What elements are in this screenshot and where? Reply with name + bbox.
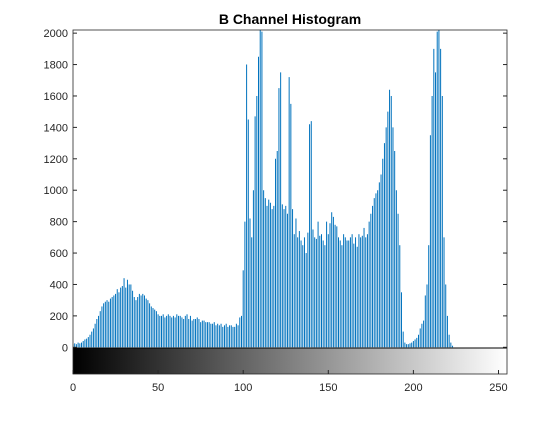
y-tick-label: 0 <box>62 342 68 354</box>
y-tick-label: 800 <box>50 217 68 229</box>
x-tick-label: 150 <box>319 382 337 394</box>
y-tick-label: 200 <box>50 311 68 323</box>
y-axis-ticks: 0 200 400 600 800 1000 1200 1400 1600 1800 2000 <box>44 28 507 354</box>
y-tick-label: 600 <box>50 248 68 260</box>
y-tick-label: 1800 <box>44 60 68 72</box>
histogram-bars <box>73 30 454 348</box>
y-tick-label: 2000 <box>44 28 68 40</box>
y-tick-label: 1000 <box>44 185 68 197</box>
plot-axes-box <box>72 29 508 375</box>
x-tick-label: 100 <box>234 382 252 394</box>
chart-title: B Channel Histogram <box>219 11 361 27</box>
y-tick-label: 400 <box>50 279 68 291</box>
x-tick-label: 0 <box>70 382 76 394</box>
plot-background <box>73 30 507 374</box>
x-tick-label: 50 <box>152 382 164 394</box>
x-tick-label: 250 <box>489 382 507 394</box>
grayscale-colorbar <box>73 348 507 374</box>
x-axis-ticks: 0 50 100 150 200 250 <box>70 370 508 394</box>
y-tick-label: 1200 <box>44 154 68 166</box>
x-tick-label: 200 <box>404 382 422 394</box>
y-tick-label: 1600 <box>44 91 68 103</box>
y-tick-label: 1400 <box>44 122 68 134</box>
